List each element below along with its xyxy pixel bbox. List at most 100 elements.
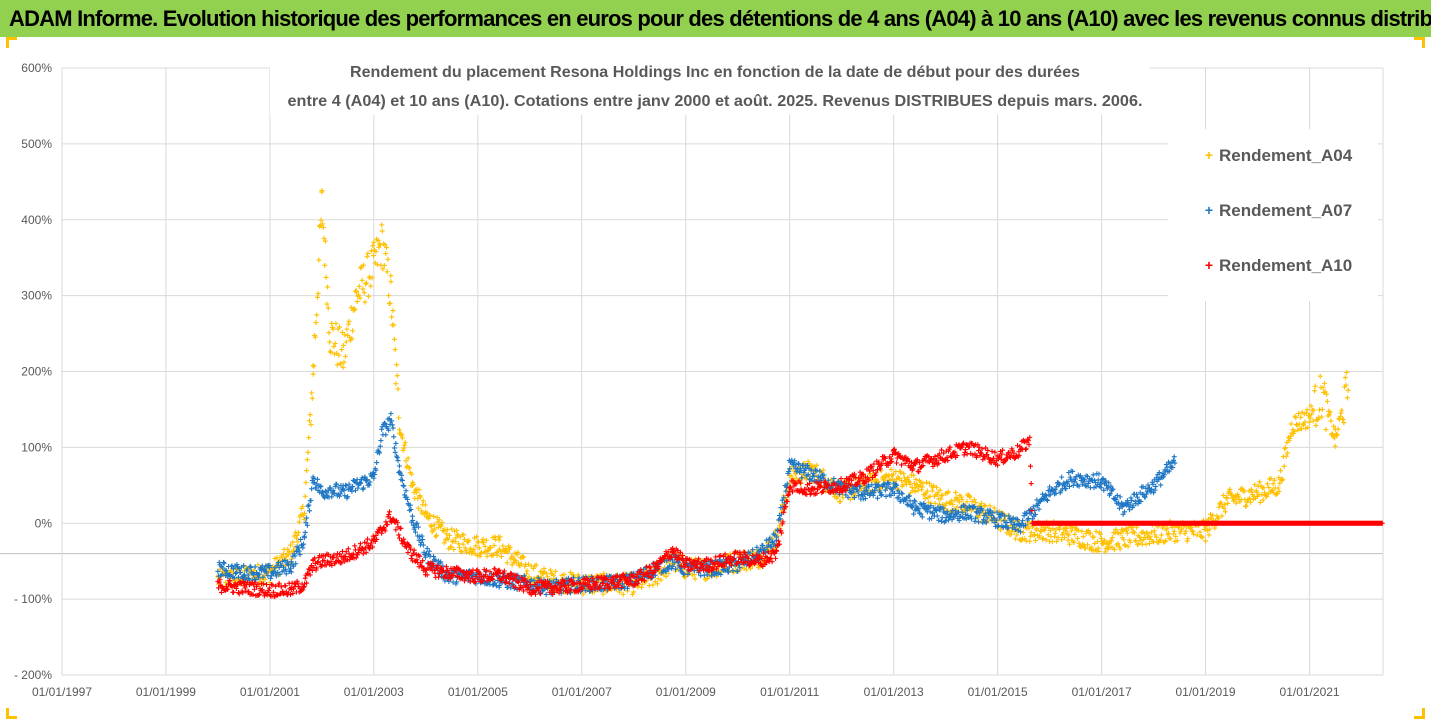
data-point [445,536,451,542]
data-point [374,262,380,268]
data-point [221,560,227,566]
data-point [940,505,946,511]
x-tick-label: 01/01/2019 [1175,685,1235,699]
data-point [862,491,868,497]
frame-corner-bottom-right [1414,708,1425,719]
data-point [1079,528,1085,534]
data-point [1243,503,1249,509]
y-tick-label: - 200% [14,668,52,682]
data-point [884,484,890,490]
data-point [1032,537,1038,543]
data-point [1132,530,1138,536]
data-point [471,547,477,553]
data-point [413,521,419,527]
data-point [322,238,328,244]
data-point [496,582,502,588]
data-point [783,488,789,494]
data-point [906,493,912,499]
page-title: ADAM Informe. Evolution historique des p… [9,5,1431,31]
data-point [297,552,303,558]
data-point [893,469,899,475]
data-point [350,484,356,490]
data-point [620,591,626,597]
data-point [787,466,793,472]
data-point [1206,532,1212,538]
data-point [306,502,312,508]
data-point [919,484,925,490]
data-point [946,489,952,495]
data-point [394,373,400,379]
y-tick-label: 500% [21,137,52,151]
data-point [1085,542,1091,548]
data-point [309,395,315,401]
data-point [1092,541,1098,547]
data-point [1266,485,1272,491]
data-point [482,543,488,549]
data-point [779,497,785,503]
data-point [386,509,392,515]
data-points [215,188,1385,600]
data-point [386,293,392,299]
data-point [788,473,794,479]
data-point [1201,526,1207,532]
data-point [521,573,527,579]
data-point [275,559,281,565]
data-point [1072,476,1078,482]
data-point [1066,532,1072,538]
data-point [1241,489,1247,495]
data-point [271,568,277,574]
data-point [795,461,801,467]
data-point [1189,528,1195,534]
data-point [332,341,338,347]
data-point [1095,545,1101,551]
data-point [1248,486,1254,492]
data-point [795,466,801,472]
data-point [1332,443,1338,449]
data-point [341,488,347,494]
data-point [352,487,358,493]
data-point [497,534,503,540]
data-point [1010,525,1016,531]
data-point [405,549,411,555]
data-point [433,532,439,538]
data-point [1261,485,1267,491]
data-point [553,568,559,574]
data-point [1298,426,1304,432]
data-point [961,452,967,458]
data-point [454,579,460,585]
data-point [1164,525,1170,531]
data-point [1233,500,1239,506]
data-point [1328,418,1334,424]
data-point [807,476,813,482]
data-point [221,560,227,566]
data-point [453,535,459,541]
data-point [404,496,410,502]
data-point [1166,530,1172,536]
data-point [350,328,356,334]
data-point [311,363,317,369]
data-point [1137,534,1143,540]
data-point [1344,369,1350,375]
data-point [296,545,302,551]
data-point [360,286,366,292]
data-point [646,583,652,589]
data-point [959,497,965,503]
data-point [561,572,567,578]
data-point [1052,487,1058,493]
data-point [1319,414,1325,420]
data-point [906,493,912,499]
data-point [358,265,364,271]
data-point [1030,516,1036,522]
data-point [359,277,365,283]
data-point [1047,484,1053,490]
data-point [422,502,428,508]
data-point [500,543,506,549]
chart-area: 600% 500% 400% 300% 200% 100% 0% - 100% - 200% 0… [0,37,1431,721]
data-point [401,445,407,451]
data-point [231,575,237,581]
data-point [420,537,426,543]
data-point [1104,539,1110,545]
data-point [1028,530,1034,536]
data-point [1143,541,1149,547]
data-point [1133,538,1139,544]
